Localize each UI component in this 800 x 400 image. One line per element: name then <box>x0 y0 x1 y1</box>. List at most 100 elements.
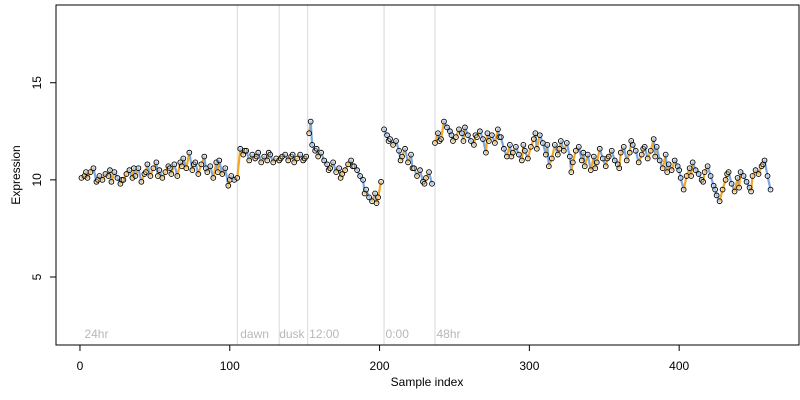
data-point-122 <box>369 198 375 205</box>
data-point-212 <box>584 151 591 158</box>
data-point-44 <box>183 165 190 172</box>
data-point-60 <box>222 165 229 172</box>
data-point-183 <box>516 151 522 158</box>
data-point-148 <box>432 140 438 146</box>
data-point-141 <box>414 173 420 179</box>
data-point-233 <box>635 159 642 166</box>
data-point-79 <box>267 151 274 158</box>
data-point-209 <box>578 157 585 164</box>
data-point-95 <box>306 130 313 137</box>
data-point-210 <box>580 149 587 156</box>
data-point-263 <box>707 173 714 179</box>
y-axis: 5 10 15 <box>30 76 57 280</box>
data-point-136 <box>402 145 408 152</box>
y-tick-label-2: 15 <box>30 76 44 90</box>
data-point-138 <box>408 151 414 158</box>
data-point-132 <box>393 138 399 144</box>
data-point-28 <box>144 161 151 168</box>
data-point-157 <box>453 134 459 140</box>
data-point-88 <box>289 151 296 158</box>
x-tick-label-4: 400 <box>669 359 689 373</box>
data-point-231 <box>629 142 636 148</box>
data-point-124 <box>373 200 380 207</box>
data-point-219 <box>602 163 609 170</box>
data-point-153 <box>444 124 450 131</box>
data-point-283 <box>755 171 762 177</box>
x-tick-label-0: 0 <box>77 359 84 373</box>
data-point-85 <box>282 151 289 158</box>
data-point-100 <box>315 153 321 160</box>
data-point-261 <box>701 169 708 175</box>
data-point-15 <box>114 175 121 181</box>
data-point-116 <box>354 167 360 173</box>
x-tick-label-2: 200 <box>370 359 390 373</box>
data-point-99 <box>313 145 320 152</box>
connector-102 <box>320 151 326 162</box>
data-point-171 <box>486 138 492 144</box>
data-point-172 <box>489 132 495 139</box>
data-point-182 <box>513 143 519 150</box>
data-point-277 <box>740 173 747 179</box>
data-point-101 <box>318 149 324 156</box>
data-point-32 <box>155 173 161 179</box>
connector-251 <box>678 169 682 180</box>
data-point-243 <box>659 165 666 172</box>
data-point-247 <box>668 167 675 173</box>
data-point-89 <box>291 159 298 166</box>
data-point-57 <box>214 169 221 175</box>
data-point-103 <box>324 161 330 168</box>
connector-197 <box>547 157 553 168</box>
data-point-19 <box>123 171 130 177</box>
data-point-185 <box>520 142 527 148</box>
y-axis-title: Expression <box>9 145 23 204</box>
connector-168 <box>478 130 485 141</box>
data-point-226 <box>617 149 624 156</box>
data-point-205 <box>568 169 575 175</box>
y-tick-label-1: 10 <box>30 173 44 187</box>
data-point-27 <box>143 169 149 175</box>
data-point-179 <box>507 142 513 148</box>
connector-107 <box>332 161 338 174</box>
x-axis-title: Sample index <box>391 375 464 389</box>
data-point-202 <box>560 147 567 154</box>
data-point-167 <box>477 128 483 135</box>
data-point-186 <box>522 147 528 154</box>
connector-183 <box>514 145 520 156</box>
data-point-160 <box>460 138 467 144</box>
data-point-13 <box>108 178 115 185</box>
data-point-25 <box>138 178 145 185</box>
connector-14 <box>110 170 116 183</box>
data-point-45 <box>186 149 193 156</box>
data-point-274 <box>734 175 741 181</box>
connector-193 <box>538 134 544 145</box>
data-point-199 <box>554 151 561 158</box>
connector-152 <box>439 120 446 141</box>
connector-261 <box>702 170 706 183</box>
data-point-239 <box>650 136 657 142</box>
data-point-90 <box>294 155 301 162</box>
data-point-204 <box>566 153 573 160</box>
data-point-256 <box>689 159 696 166</box>
data-point-271 <box>725 169 732 175</box>
connector-257 <box>691 161 697 172</box>
connector-248 <box>670 159 676 172</box>
data-point-288 <box>767 186 774 193</box>
data-point-74 <box>255 149 262 156</box>
connector-80 <box>269 153 275 164</box>
data-point-50 <box>198 161 205 168</box>
data-point-5 <box>90 165 97 172</box>
connector-162 <box>463 126 470 137</box>
connector-238 <box>646 149 652 160</box>
data-point-287 <box>764 173 771 179</box>
data-point-240 <box>652 153 659 160</box>
data-point-97 <box>309 142 316 148</box>
connector-94 <box>303 155 308 160</box>
data-point-265 <box>712 186 718 193</box>
connector-218 <box>598 147 604 160</box>
data-point-55 <box>210 175 217 181</box>
data-point-70 <box>246 157 253 164</box>
data-point-128 <box>384 132 390 139</box>
data-point-251 <box>677 175 684 181</box>
data-point-161 <box>462 124 468 131</box>
